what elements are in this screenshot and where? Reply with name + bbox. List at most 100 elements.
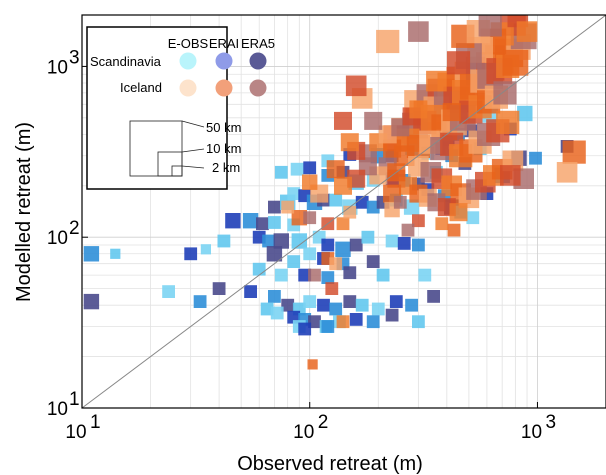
x-tick-label: 10 <box>65 422 86 443</box>
iceland-point <box>345 75 367 97</box>
iceland-point <box>364 111 383 130</box>
scandinavia-point <box>303 161 317 175</box>
scandinavia-point <box>287 187 301 200</box>
scandinavia-point <box>281 298 295 312</box>
y-tick-exponent: 2 <box>69 218 80 239</box>
legend-col-erai: ERAI <box>209 36 239 51</box>
iceland-point <box>442 103 461 122</box>
scandinavia-point <box>274 165 288 179</box>
data-points <box>83 15 586 370</box>
scandinavia-point <box>412 238 425 252</box>
scandinavia-point <box>268 290 281 303</box>
x-tick-label: 10 <box>293 422 314 443</box>
scandinavia-point <box>397 237 411 250</box>
x-tick-exponent: 3 <box>545 412 556 433</box>
legend-col-eobs: E-OBS <box>168 36 209 51</box>
y-tick-label: 10 <box>47 228 68 249</box>
iceland-point <box>325 282 339 295</box>
scandinavia-point <box>290 162 304 176</box>
legend-leader-10km <box>181 148 205 153</box>
scandinavia-point <box>291 233 307 249</box>
x-axis-title: Observed retreat (m) <box>237 453 423 475</box>
iceland-point <box>336 315 350 329</box>
iceland-point <box>408 21 429 42</box>
scandinavia-point <box>217 234 231 248</box>
scandinavia-point <box>529 151 542 165</box>
scandinavia-point <box>329 193 343 207</box>
legend-swatch-iceland-era5 <box>249 79 267 97</box>
scandinavia-point <box>366 255 380 268</box>
scandinavia-point <box>349 313 363 326</box>
scandinavia-point <box>303 247 317 261</box>
scandinavia-point <box>270 306 284 320</box>
legend-size-2km <box>171 165 183 177</box>
legend-swatch-iceland-erai <box>215 79 233 97</box>
scandinavia-point <box>268 216 281 229</box>
scandinavia-point <box>321 320 335 333</box>
scandinavia-point <box>343 295 357 308</box>
iceland-point <box>562 140 586 164</box>
scandinavia-point <box>385 308 399 322</box>
scandinavia-point <box>244 285 257 298</box>
legend-size-label-50km: 50 km <box>206 120 241 135</box>
scandinavia-point <box>298 268 312 282</box>
iceland-point <box>340 133 359 152</box>
scandinavia-point <box>193 295 207 308</box>
scandinavia-point <box>162 285 175 298</box>
scandinavia-point <box>83 293 100 310</box>
scandinavia-point <box>517 105 533 122</box>
scandinavia-point <box>366 200 380 214</box>
iceland-point <box>376 29 400 54</box>
legend-leader-2km <box>181 165 205 169</box>
scandinavia-point <box>256 217 269 231</box>
scandinavia-point <box>273 233 289 249</box>
scandinavia-point <box>225 213 241 229</box>
y-tick-label: 10 <box>47 57 68 78</box>
legend-swatch-scandinavia-era5 <box>249 52 267 70</box>
scandinavia-point <box>349 238 363 252</box>
tick-labels: 10 1 10 2 10 310 110 210 3 <box>47 47 556 443</box>
iceland-point <box>409 100 428 119</box>
scandinavia-point <box>321 271 335 284</box>
scandinavia-point <box>355 298 369 312</box>
legend-col-era5: ERA5 <box>241 36 275 51</box>
iceland-point <box>302 174 318 190</box>
iceland-point <box>446 51 471 75</box>
plot-frame <box>81 14 606 409</box>
legend: E-OBS ERAI ERA5 Scandinavia Iceland 50 k… <box>86 26 275 190</box>
scandinavia-point <box>200 244 211 255</box>
iceland-point <box>435 217 449 231</box>
legend-size-label-10km: 10 km <box>206 141 241 156</box>
iceland-point <box>383 139 402 158</box>
scandinavia-point <box>355 195 369 209</box>
iceland-point <box>393 195 407 209</box>
y-axis-title: Modelled retreat (m) <box>13 122 35 302</box>
scandinavia-point <box>343 266 357 280</box>
scandinavia-point <box>83 246 100 262</box>
iceland-point <box>426 70 447 92</box>
iceland-point <box>500 165 521 186</box>
scandinavia-point <box>317 298 330 312</box>
legend-size-10km <box>157 151 183 177</box>
iceland-point <box>303 211 317 225</box>
x-tick-exponent: 2 <box>318 412 329 433</box>
scandinavia-point <box>268 200 281 214</box>
legend-row-scandinavia: Scandinavia <box>90 54 162 69</box>
x-tick-exponent: 1 <box>90 412 101 433</box>
scandinavia-point <box>266 246 283 262</box>
iceland-point <box>502 49 529 76</box>
iceland-point <box>447 223 461 237</box>
legend-swatch-scandinavia-erai <box>215 52 233 70</box>
iceland-point <box>496 110 520 134</box>
scandinavia-point <box>287 255 301 268</box>
scandinavia-point <box>371 302 385 316</box>
iceland-point <box>291 210 307 226</box>
iceland-point <box>334 176 352 195</box>
legend-row-iceland: Iceland <box>120 80 162 95</box>
legend-swatch-iceland-e-obs <box>179 79 197 97</box>
iceland-point <box>556 162 578 183</box>
y-tick-exponent: 3 <box>69 47 80 68</box>
scandinavia-point <box>242 213 259 229</box>
scandinavia-point <box>262 234 275 248</box>
